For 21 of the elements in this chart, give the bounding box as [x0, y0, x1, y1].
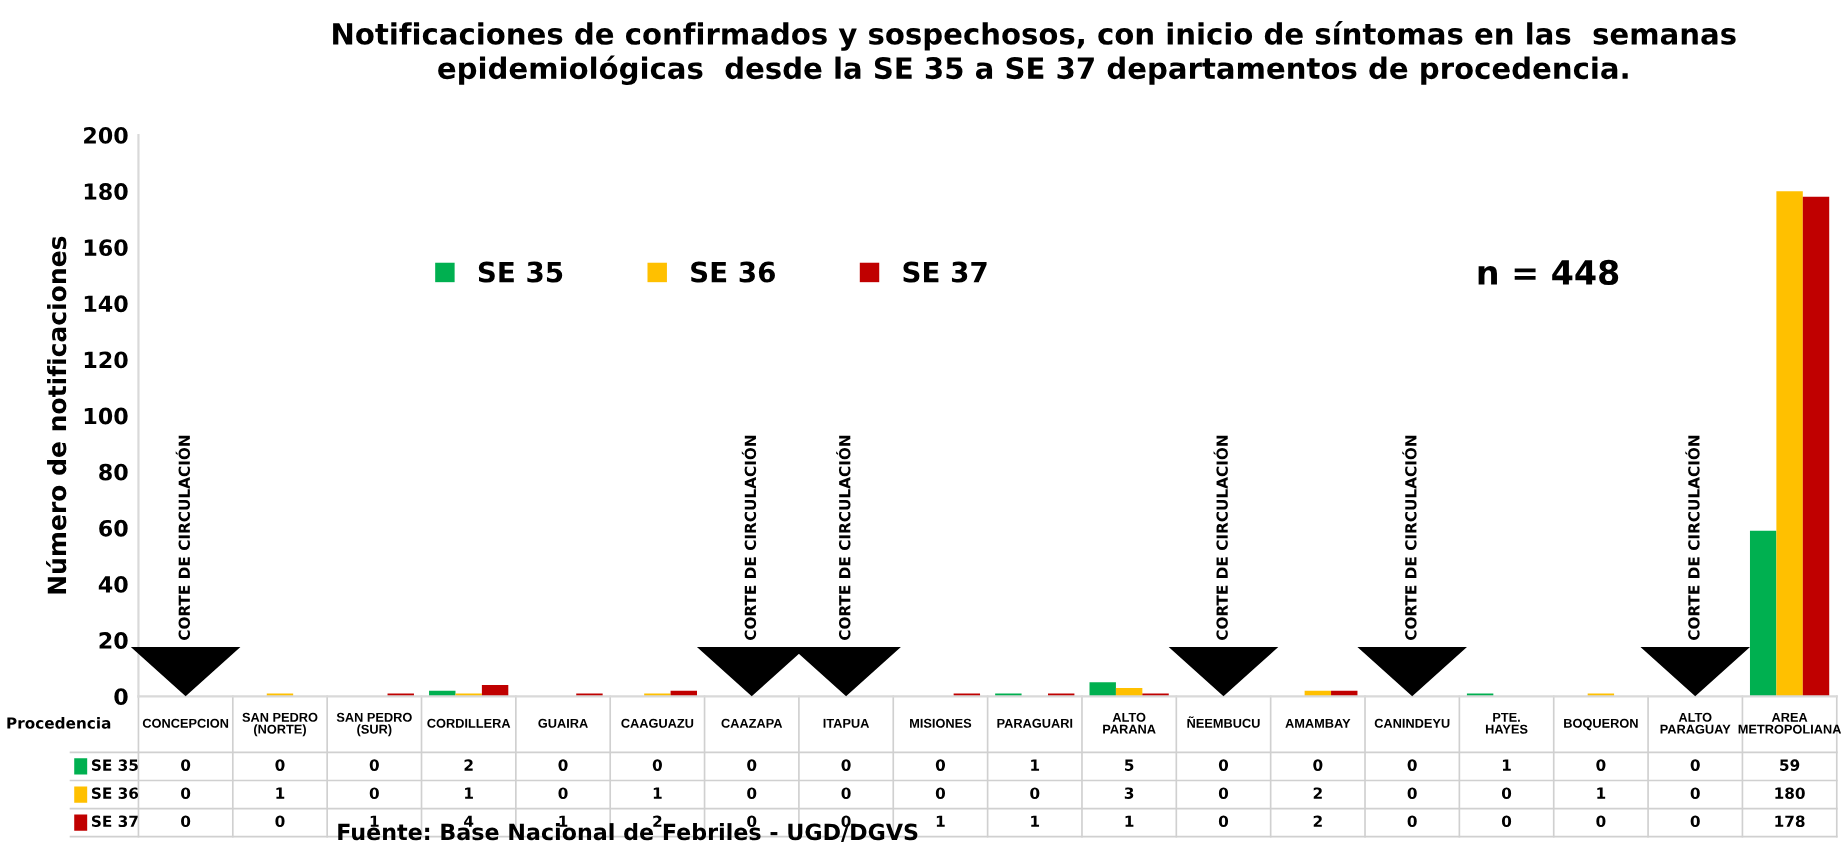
- y-axis-title: Número de notificaciones: [46, 236, 67, 594]
- bar: [1776, 191, 1803, 697]
- y-tick-label: 140: [84, 295, 128, 313]
- bar: [1749, 530, 1777, 697]
- y-tick-label: 120: [84, 351, 128, 369]
- y-tick-label: 60: [99, 519, 128, 537]
- y-tick-label: 20: [99, 632, 128, 649]
- y-tick-label: 180: [84, 183, 128, 200]
- bar: [1089, 682, 1116, 697]
- y-tick-label: 80: [99, 463, 128, 481]
- y-tick-label: 100: [84, 407, 128, 425]
- y-tick-label: 200: [84, 126, 128, 144]
- annotation: n = 448: [1478, 259, 1619, 286]
- legend-label: SE 35: [478, 261, 563, 283]
- bar: [1802, 196, 1830, 697]
- legend-label: SE 36: [691, 261, 775, 283]
- y-tick-label: 0: [114, 688, 128, 706]
- legend-label: SE 37: [903, 261, 987, 283]
- y-tick-label: 40: [98, 576, 128, 593]
- y-tick-label: 160: [84, 239, 128, 257]
- chart-title: Notificaciones de confirmados y sospechosos, con inicio de síntomas en las semanas epidemiológicas desde la SE 35 a SE 37 departamentos de procedencia.: [333, 21, 1736, 86]
